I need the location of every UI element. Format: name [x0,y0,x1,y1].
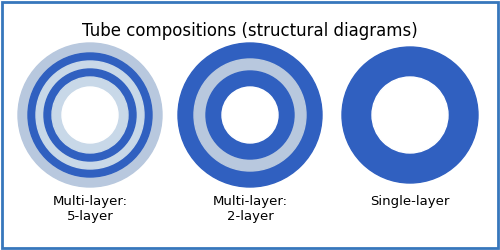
Circle shape [44,69,136,161]
Text: Single-layer: Single-layer [370,195,450,208]
Circle shape [28,53,152,177]
Circle shape [206,71,294,159]
Circle shape [18,43,162,187]
Circle shape [62,87,118,143]
Circle shape [194,59,306,171]
Circle shape [36,61,144,169]
Text: Multi-layer:
2-layer: Multi-layer: 2-layer [212,195,288,223]
Circle shape [52,77,128,153]
Text: Multi-layer:
5-layer: Multi-layer: 5-layer [52,195,128,223]
Circle shape [372,77,448,153]
Circle shape [342,47,478,183]
Text: Tube compositions (structural diagrams): Tube compositions (structural diagrams) [82,22,418,40]
Circle shape [222,87,278,143]
Circle shape [178,43,322,187]
